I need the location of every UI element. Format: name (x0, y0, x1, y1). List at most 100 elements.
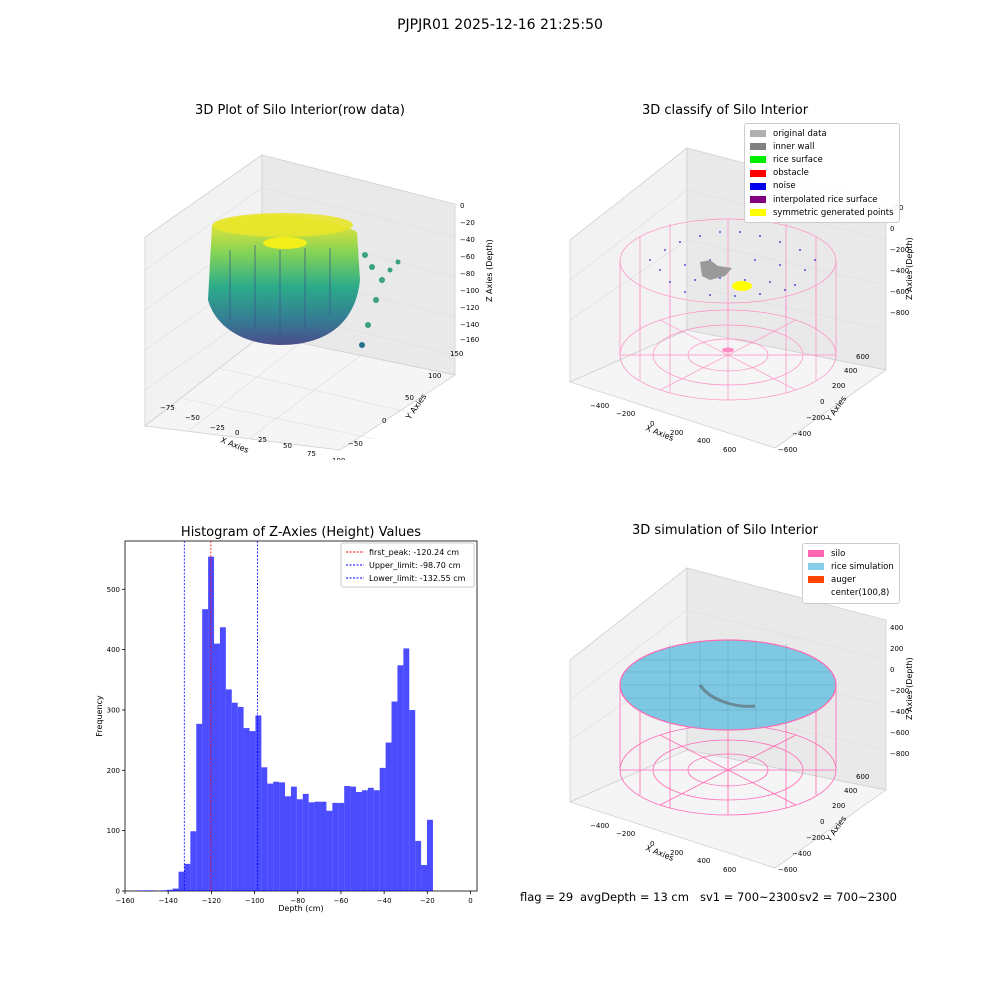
svg-text:−400: −400 (890, 708, 909, 716)
y-tick-labels: −600 −400 −200 0 200 400 600 (778, 773, 869, 874)
histogram-bar (379, 767, 386, 891)
y-tick-label: 400 (107, 646, 120, 654)
legend-interpolated: interpolated rice surface (750, 193, 894, 206)
x-tick-label: −160 (115, 897, 134, 905)
legend-swatch (808, 550, 824, 558)
plot4-title: 3D simulation of Silo Interior (632, 523, 818, 538)
svg-text:200: 200 (670, 849, 683, 857)
histogram-bar (308, 802, 315, 891)
svg-text:−600: −600 (890, 729, 909, 737)
histogram-bar (302, 793, 309, 891)
svg-text:−200: −200 (890, 687, 909, 695)
histogram-bar (290, 786, 297, 891)
histogram-bar (279, 782, 286, 891)
noise-points (649, 231, 816, 297)
legend-silo: silo (808, 547, 894, 560)
plot4-legend: silo rice simulation auger center(100,8) (802, 543, 900, 604)
x-axis-label: X Axies (644, 844, 675, 863)
top-cluster (263, 237, 307, 249)
legend-rice-simulation: rice simulation (808, 560, 894, 573)
histogram-bar (166, 889, 173, 891)
x-ticks: −160 −140 −120 −100 −80 −60 −40 −20 0 (115, 891, 473, 905)
y-ticks: 0 100 200 300 400 500 (107, 586, 125, 896)
svg-text:400: 400 (890, 624, 903, 632)
reference-lines (183, 541, 258, 891)
z-tick-labels: 0 −20 −40 −60 −80 −100 −120 −140 −160 (460, 202, 479, 344)
svg-text:100: 100 (428, 372, 441, 380)
histogram-bar (190, 831, 197, 891)
histogram-bar (214, 643, 220, 891)
histogram-bar (160, 890, 167, 891)
histogram-bar (148, 890, 155, 891)
svg-text:−40: −40 (460, 236, 475, 244)
footer-sv1: sv1 = 700~2300 (700, 890, 798, 904)
svg-text:0: 0 (382, 417, 386, 425)
histogram-bar (231, 702, 238, 891)
svg-text:−80: −80 (460, 270, 475, 278)
legend-swatch (750, 196, 766, 204)
svg-text:0: 0 (890, 666, 894, 674)
svg-text:400: 400 (697, 437, 710, 445)
svg-text:−600: −600 (890, 288, 909, 296)
svg-text:−400: −400 (792, 430, 811, 438)
histogram-bar (403, 648, 410, 891)
x-tick-label: −140 (159, 897, 178, 905)
histogram-bar (397, 665, 404, 891)
histogram-bar (285, 796, 291, 891)
legend-upper-limit: Upper_limit: -98.70 cm (369, 561, 461, 570)
x-tick-label: −40 (377, 897, 392, 905)
legend-original-data: original data (750, 127, 894, 140)
plot1-title: 3D Plot of Silo Interior(row data) (195, 103, 405, 118)
histogram-bar (409, 709, 416, 891)
legend-obstacle: obstacle (750, 167, 894, 180)
legend-auger: auger (808, 573, 894, 586)
histogram-bar (267, 783, 274, 891)
point-cloud (208, 215, 360, 345)
y-tick-labels: −50 0 50 100 150 (348, 350, 463, 448)
legend-center: center(100,8) (808, 587, 894, 600)
legend-lower-limit: Lower_limit: -132.55 cm (369, 574, 466, 583)
histogram-bar (338, 802, 345, 891)
svg-text:400: 400 (844, 787, 857, 795)
symmetric-points-cluster (732, 281, 752, 291)
histogram-bar (296, 799, 303, 891)
histogram-bar (391, 701, 398, 891)
legend-rice-surface: rice surface (750, 153, 894, 166)
histogram-bar (249, 731, 256, 891)
svg-text:−200: −200 (616, 830, 635, 838)
svg-text:400: 400 (844, 367, 857, 375)
histogram-bar (261, 767, 268, 891)
y-tick-labels: −600 −400 −200 0 200 400 600 (778, 353, 869, 454)
histogram-bar (143, 890, 149, 891)
svg-text:−50: −50 (185, 414, 200, 422)
histogram-bar (219, 627, 226, 891)
legend-swatch (750, 182, 766, 190)
svg-text:400: 400 (697, 857, 710, 865)
svg-text:200: 200 (832, 802, 845, 810)
legend-swatch (808, 576, 824, 584)
svg-text:0: 0 (890, 225, 894, 233)
svg-text:0: 0 (820, 818, 824, 826)
footer-flag: flag = 29 (520, 890, 574, 904)
histogram-bar (243, 728, 250, 891)
histogram-bar (427, 819, 433, 891)
z-axis-label: Z Axies (Depth) (485, 239, 494, 302)
histogram-bar (178, 871, 185, 891)
y-tick-label: 200 (107, 767, 120, 775)
histogram-bar (367, 787, 374, 891)
footer-avg-depth: avgDepth = 13 cm (580, 890, 689, 904)
legend-swatch (750, 209, 766, 217)
svg-text:−200: −200 (616, 410, 635, 418)
histogram-bar (172, 888, 179, 891)
histogram-bar (202, 609, 209, 891)
histogram-legend: first_peak: -120.24 cm Upper_limit: -98.… (340, 542, 475, 588)
rice-mesh (622, 640, 834, 730)
svg-text:−400: −400 (590, 402, 609, 410)
plot2-legend: original data inner wall rice surface ob… (744, 123, 900, 224)
legend-box (340, 542, 475, 588)
svg-text:−400: −400 (890, 267, 909, 275)
svg-text:−800: −800 (890, 750, 909, 758)
plot2-3d-classify: −400 −200 0 200 400 600 X Axies −600 −40… (568, 147, 914, 454)
histogram-bar (373, 790, 380, 891)
x-tick-labels: −400 −200 0 200 400 600 (590, 822, 736, 874)
